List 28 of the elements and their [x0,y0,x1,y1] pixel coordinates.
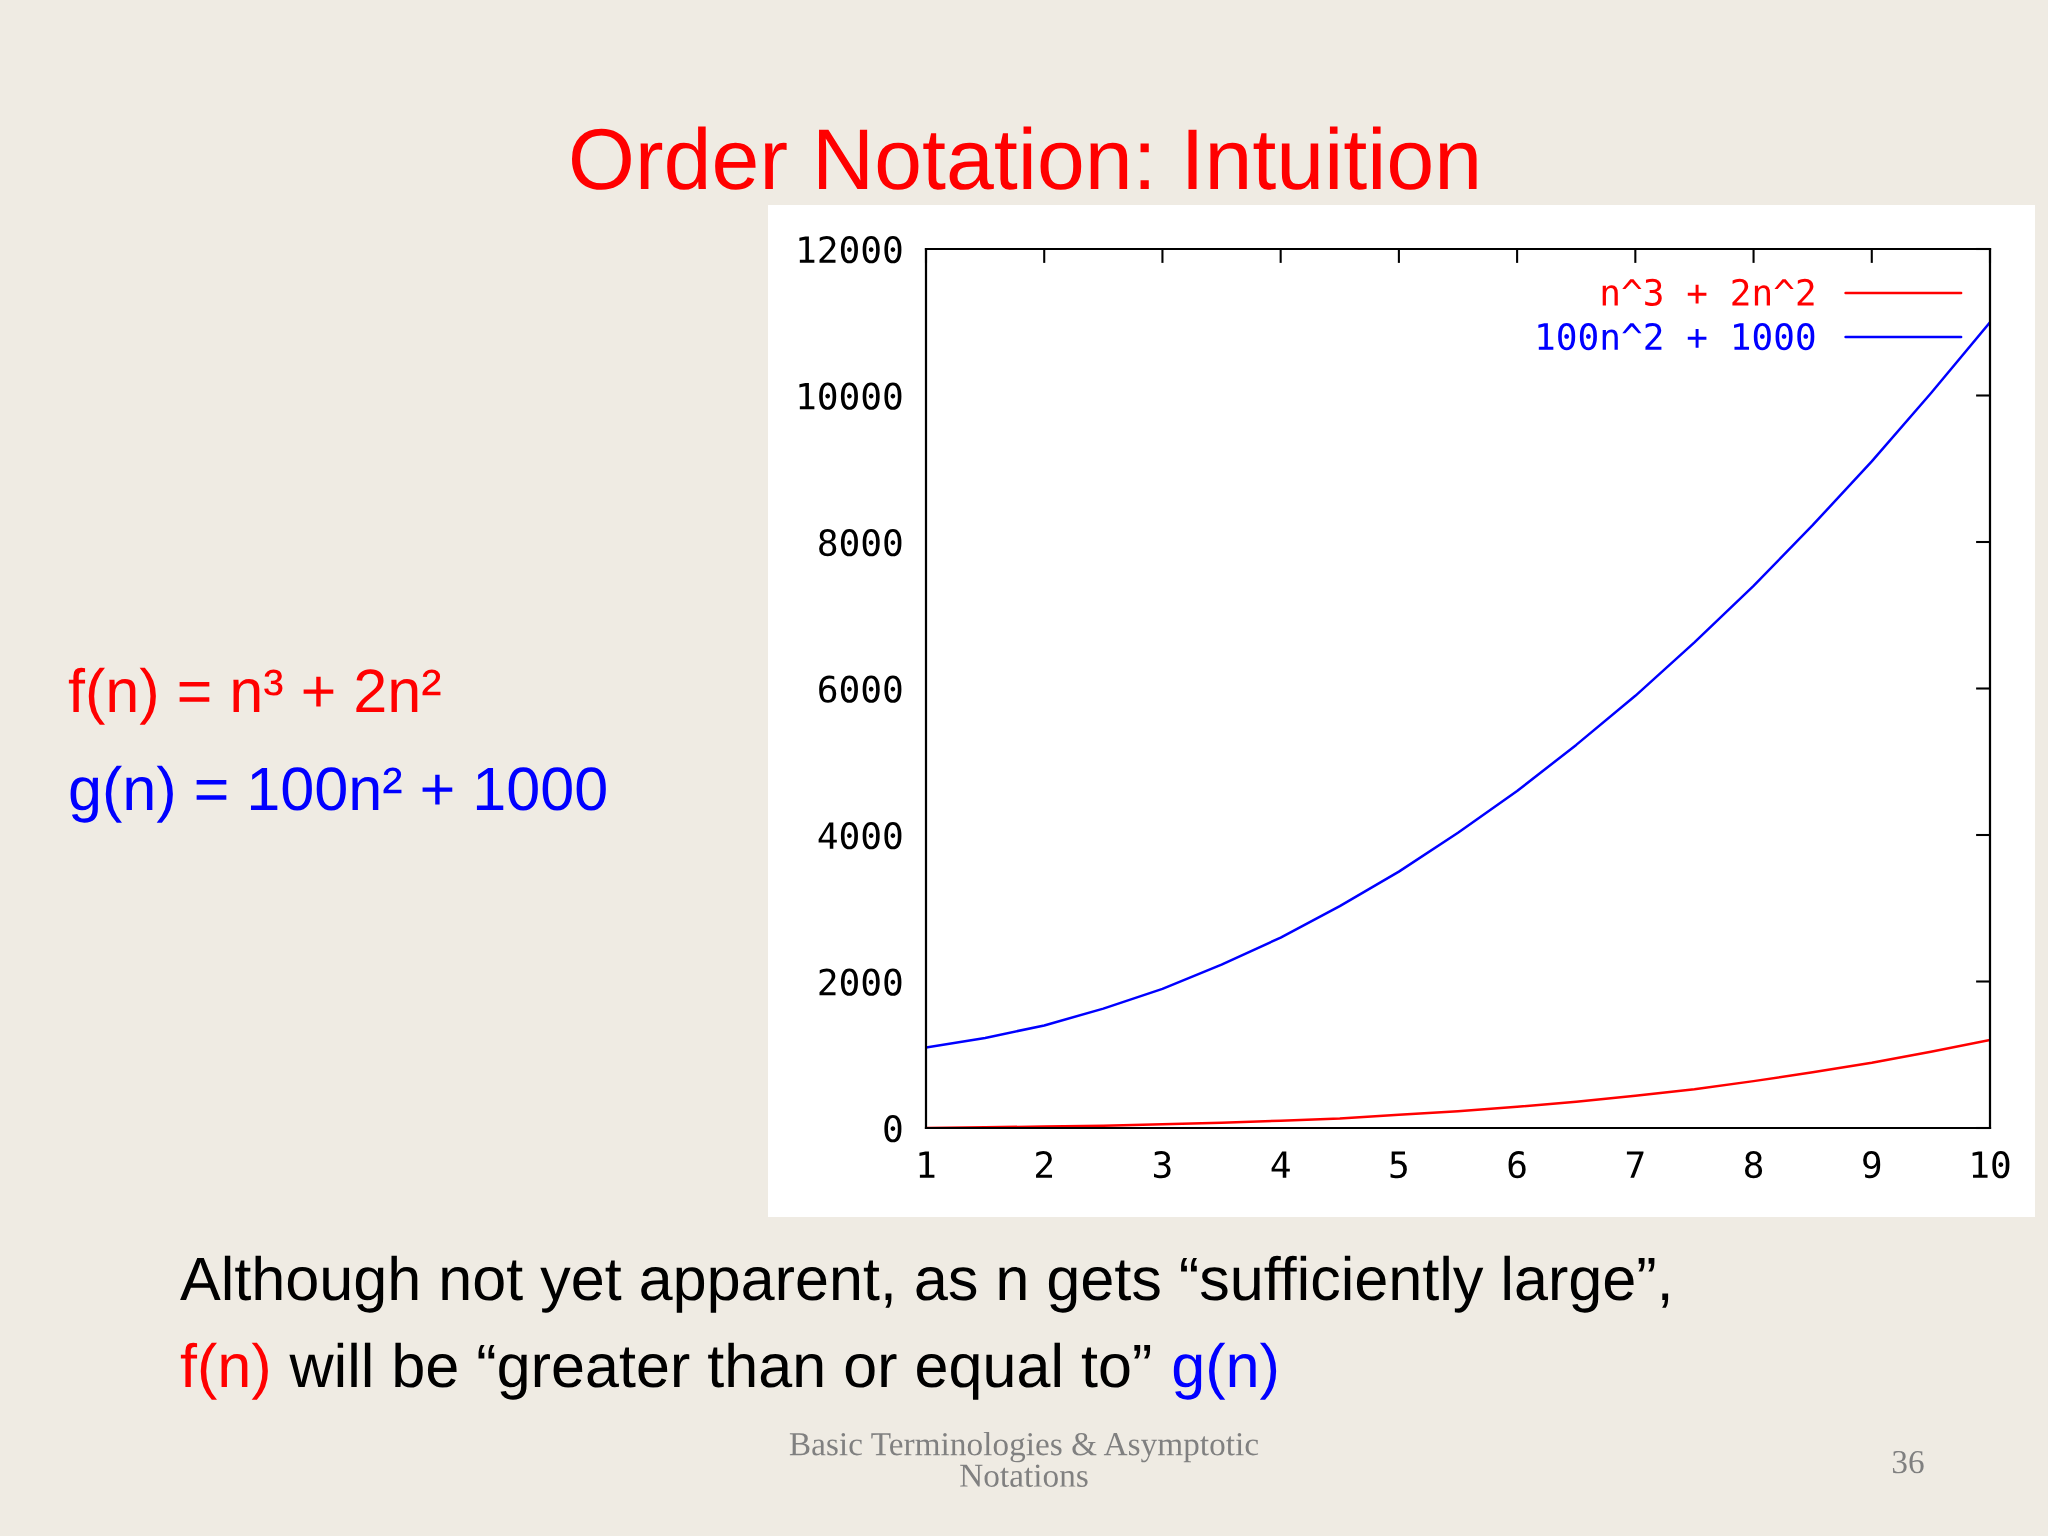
text: g(n) [1173,1342,1277,1400]
x-tick-label: 8 [1744,1151,1763,1179]
y-tick-label: 8000 [819,529,902,557]
x-tick-label: 9 [1863,1151,1881,1179]
y-tick-label: 10000 [799,382,902,410]
x-tick-label: 6 [1508,1151,1526,1179]
x-tick-label: 10 [1972,1151,2010,1179]
text: 36 [1892,1450,1924,1474]
legend-label: n^3 + 2n^2 [1602,278,1814,307]
legend-label: 100n^2 + 1000 [1538,322,1815,351]
y-tick-label: 12000 [799,236,902,264]
y-tick-label: 6000 [819,675,902,703]
x-tick-label: 5 [1390,1151,1407,1179]
x-tick-label: 1 [919,1151,935,1178]
text: will be “greater than or equal to” [289,1342,1151,1400]
y-tick-label: 2000 [819,968,902,996]
x-tick-label: 4 [1271,1151,1290,1178]
x-tick-label: 2 [1036,1151,1053,1178]
chart-title: Order Notation: Intuition [572,126,1477,190]
text: Basic Terminologies & Asymptotic Notations [789,1432,1259,1487]
x-tick-label: 7 [1626,1151,1644,1178]
y-tick-label: 4000 [818,822,902,850]
text: f(n) [180,1342,268,1400]
x-tick-label: 3 [1153,1151,1171,1179]
text: Although not yet apparent, as n gets “sufficiently large”, [180,1255,1669,1313]
text: g(n) = 100n² + 1000 [70,765,606,823]
y-tick-label: 0 [884,1115,902,1143]
text: f(n) = n³ + 2n² [68,667,441,725]
